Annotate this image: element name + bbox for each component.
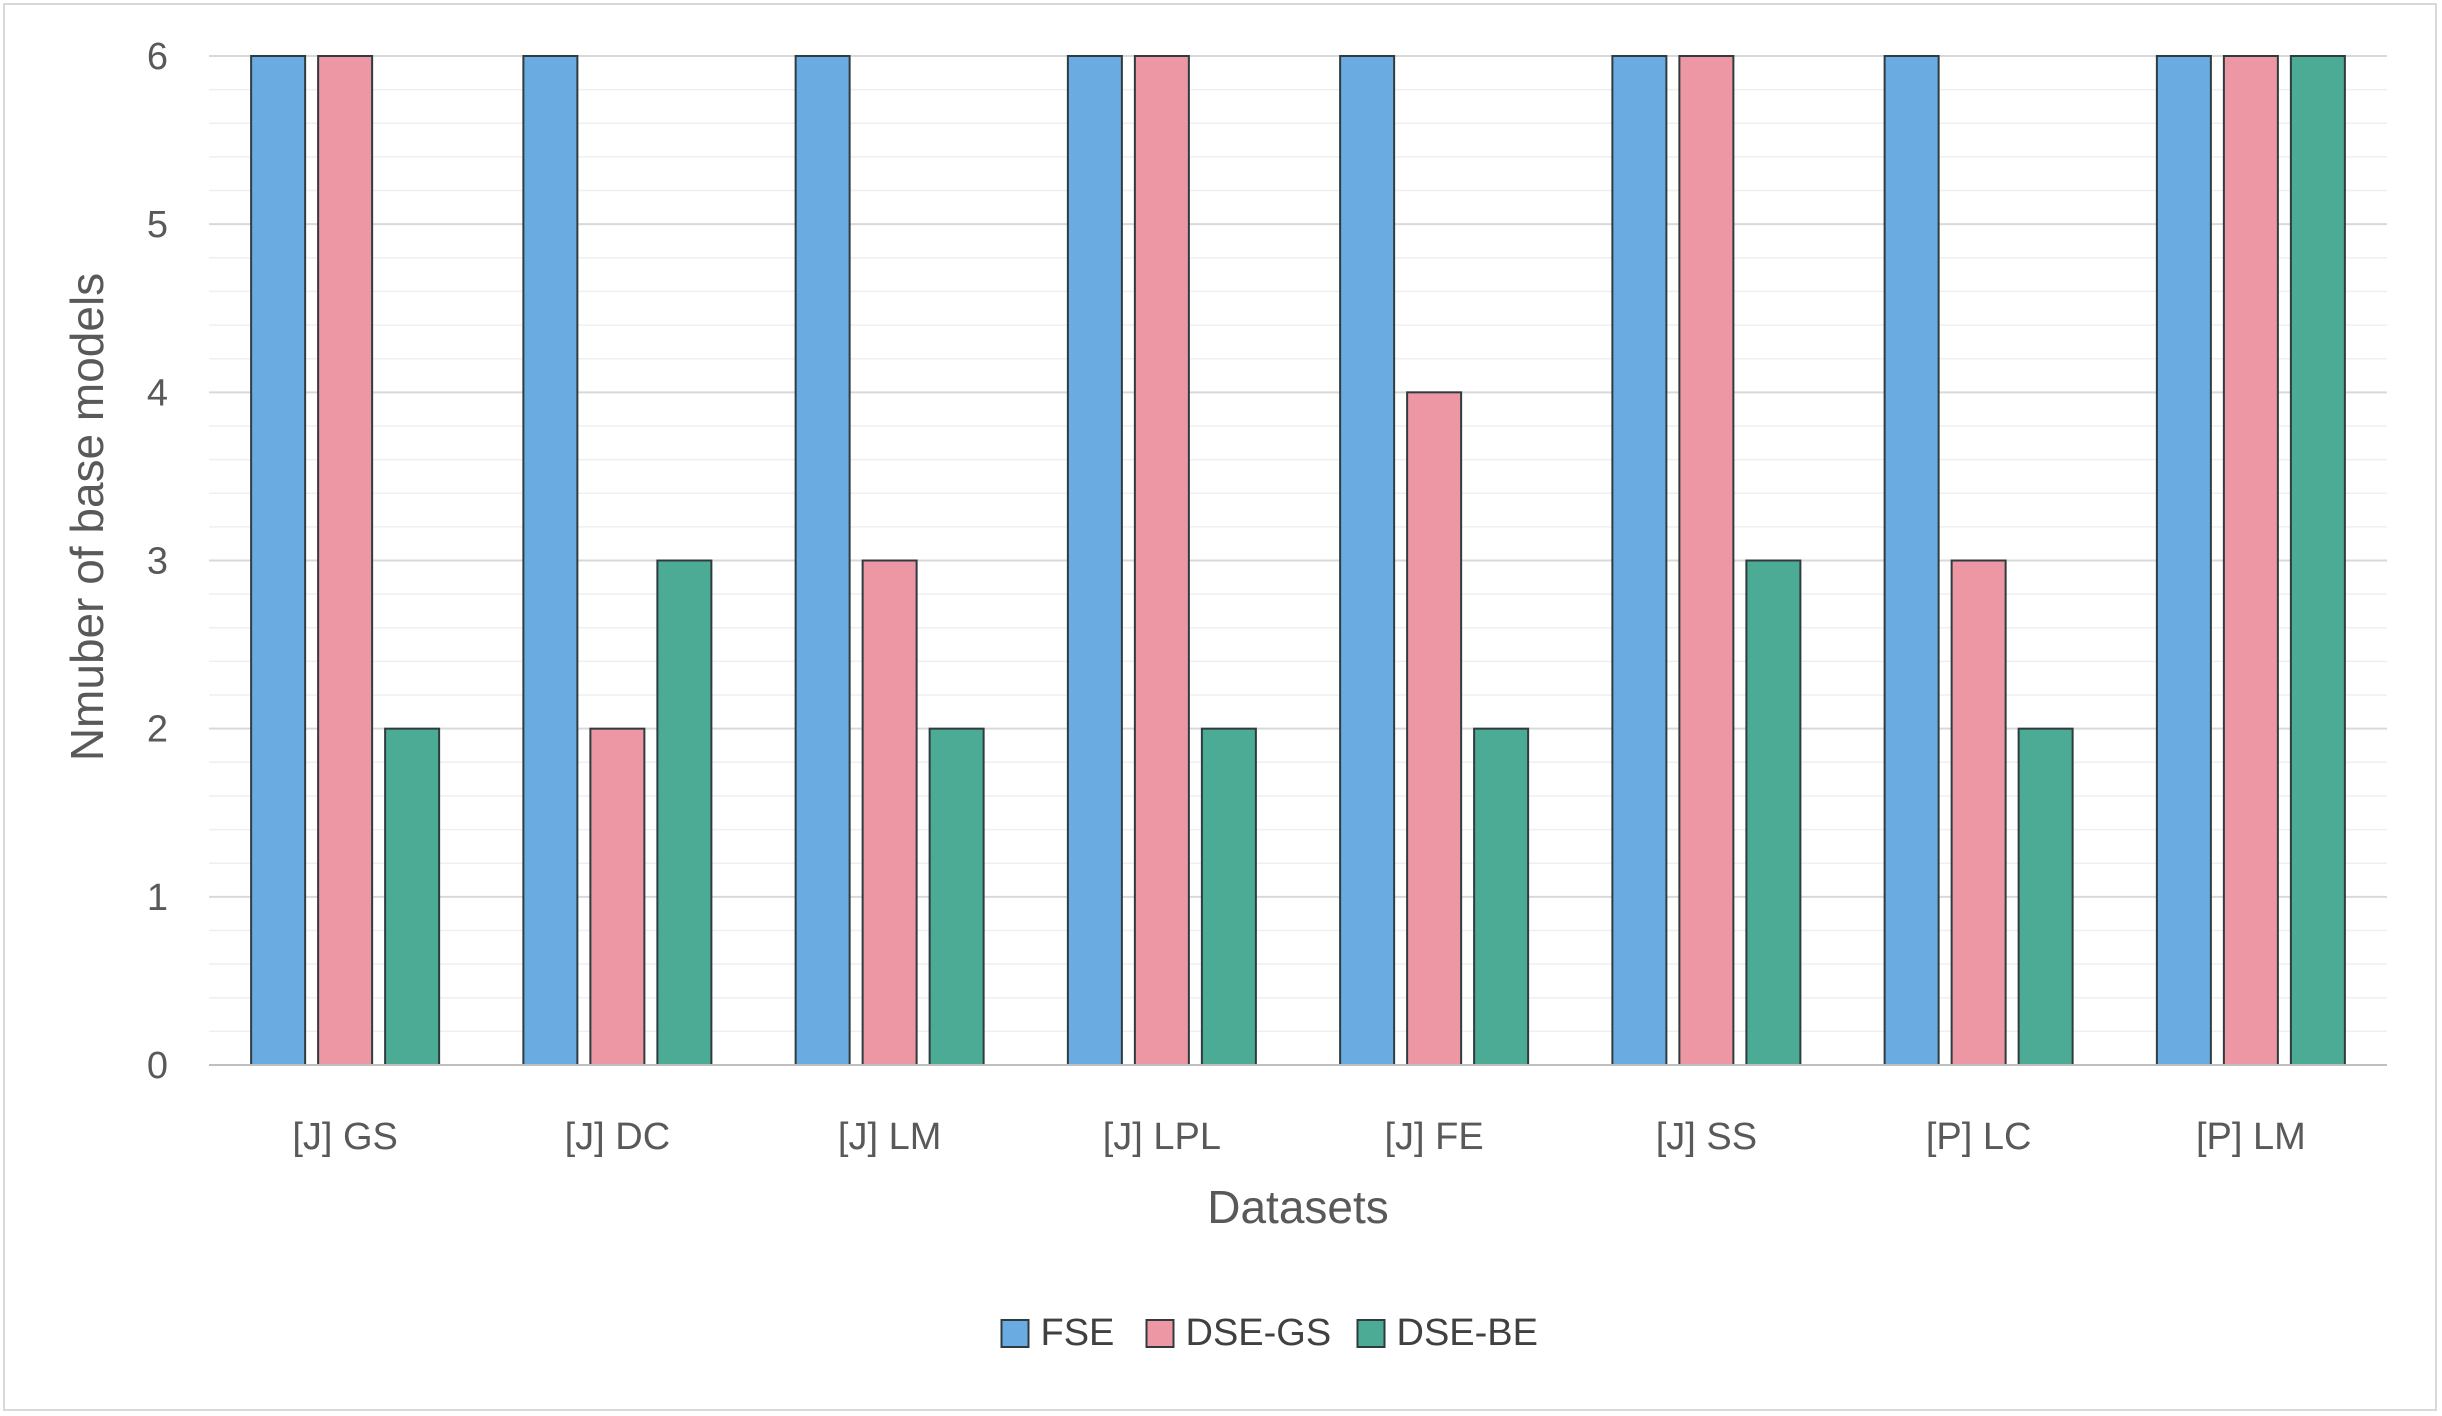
bar-fse-5	[1339, 55, 1396, 1066]
legend-swatch-dse-gs	[1145, 1319, 1175, 1348]
x-tick-label: [J] LM	[838, 1116, 941, 1158]
x-axis-title: Datasets	[1207, 1181, 1389, 1233]
bar-dse-be-1	[384, 727, 441, 1067]
bar-dse-be-4	[1200, 727, 1257, 1067]
bar-dse-gs-5	[1406, 391, 1463, 1067]
x-tick-labels: [J] GS [J] DC [J] LM [J] LPL [J] FE [J] SS [P]…	[292, 1116, 2305, 1158]
bar-dse-be-5	[1473, 727, 1530, 1067]
legend-swatch-dse-be	[1356, 1319, 1386, 1348]
legend-label-fse: FSE	[1041, 1312, 1115, 1354]
bar-dse-gs-6	[1678, 55, 1735, 1066]
y-tick-label: 0	[147, 1045, 168, 1087]
y-tick-label: 3	[147, 541, 168, 583]
y-axis-title: Nmuber of base models	[61, 273, 113, 761]
bar-dse-gs-2	[589, 727, 646, 1067]
y-tick-label: 6	[147, 36, 168, 78]
bar-dse-be-2	[656, 559, 713, 1066]
x-tick-label: [J] FE	[1385, 1116, 1484, 1158]
x-tick-label: [J] LPL	[1103, 1116, 1221, 1158]
bar-fse-1	[250, 55, 307, 1066]
bar-dse-gs-1	[317, 55, 374, 1066]
y-tick-label: 5	[147, 204, 168, 246]
bar-dse-gs-8	[2222, 55, 2279, 1066]
bar-fse-3	[794, 55, 851, 1066]
legend-swatch-fse	[1000, 1319, 1030, 1348]
bars	[250, 55, 2346, 1067]
x-tick-label: [J] DC	[565, 1116, 671, 1158]
bar-dse-gs-7	[1950, 559, 2007, 1066]
x-tick-label: [J] SS	[1656, 1116, 1757, 1158]
legend-label-dse-gs: DSE-GS	[1186, 1312, 1332, 1354]
y-tick-labels: 0 1 2 3 4 5 6	[147, 36, 168, 1087]
x-tick-label: [J] GS	[292, 1116, 398, 1158]
bar-fse-7	[1883, 55, 1940, 1066]
bar-fse-8	[2155, 55, 2212, 1066]
bar-fse-4	[1066, 55, 1123, 1066]
y-tick-label: 4	[147, 372, 168, 414]
x-tick-label: [P] LM	[2196, 1116, 2306, 1158]
y-tick-label: 2	[147, 709, 168, 751]
legend-label-dse-be: DSE-BE	[1397, 1312, 1538, 1354]
bar-dse-gs-3	[861, 559, 918, 1066]
bar-dse-be-6	[1745, 559, 1802, 1066]
bar-fse-2	[522, 55, 579, 1066]
bar-fse-6	[1611, 55, 1668, 1066]
bar-dse-gs-4	[1133, 55, 1190, 1066]
y-tick-label: 1	[147, 877, 168, 919]
bar-dse-be-8	[2289, 55, 2346, 1066]
legend: FSE DSE-GS DSE-BE	[1000, 1312, 1538, 1354]
bar-dse-be-3	[928, 727, 985, 1067]
bar-dse-be-7	[2017, 727, 2074, 1067]
x-tick-label: [P] LC	[1926, 1116, 2032, 1158]
